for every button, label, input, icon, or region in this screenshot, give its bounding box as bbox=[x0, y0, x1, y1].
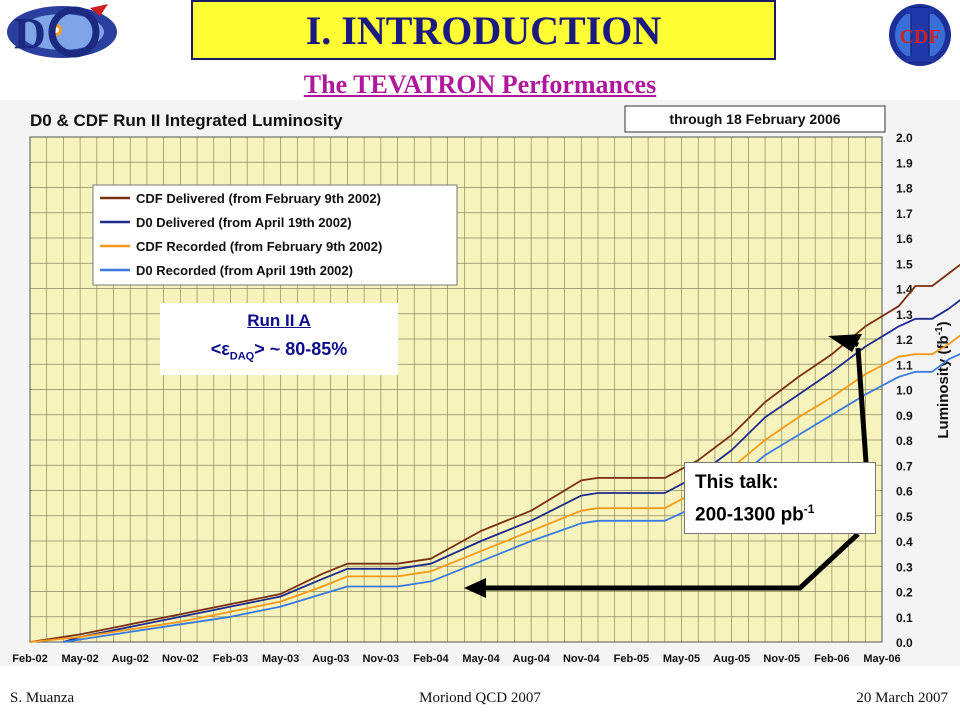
y-tick-label: 1.2 bbox=[896, 333, 913, 347]
x-tick-label: May-03 bbox=[262, 653, 299, 665]
x-tick-label: Nov-04 bbox=[563, 653, 601, 665]
y-tick-label: 1.3 bbox=[896, 308, 913, 322]
y-axis-ticks: 0.0 0.1 0.2 0.3 0.4 0.5 0.6 0.7 0.8 0.9 1.0 1.1 1.2 1… bbox=[896, 131, 913, 650]
run-iia-title: Run II A bbox=[247, 311, 311, 330]
run-iia-annotation: Run II A <εDAQ> ~ 80-85% bbox=[160, 303, 398, 375]
y-tick-label: 0.4 bbox=[896, 535, 913, 549]
x-tick-label: Feb-05 bbox=[614, 653, 649, 665]
chart-title: D0 & CDF Run II Integrated Luminosity bbox=[30, 111, 343, 130]
y-tick-label: 2.0 bbox=[896, 131, 913, 145]
y-tick-label: 1.7 bbox=[896, 207, 913, 221]
legend-entry: D0 Recorded (from April 19th 2002) bbox=[136, 263, 353, 278]
x-axis-ticks: Feb-02 May-02 Aug-02 Nov-02 Feb-03 May-03 Aug-… bbox=[12, 653, 900, 665]
series-line-1 bbox=[29, 263, 960, 643]
y-tick-label: 0.8 bbox=[896, 434, 913, 448]
slide-subtitle: The TEVATRON Performances bbox=[303, 70, 657, 99]
this-talk-label: This talk: bbox=[695, 472, 779, 493]
eff-rest: > ~ 80-85% bbox=[254, 339, 348, 359]
this-talk-value: 200-1300 pb-1 bbox=[695, 496, 865, 528]
y-tick-label: 0.2 bbox=[896, 586, 913, 600]
arrow-head-left bbox=[464, 578, 486, 598]
x-tick-label: May-06 bbox=[863, 653, 900, 665]
x-tick-label: May-04 bbox=[462, 653, 500, 665]
arrow-to-curve-start bbox=[480, 532, 860, 591]
cdf-logo-text: CDF bbox=[899, 26, 940, 48]
series-line-3 bbox=[29, 334, 960, 643]
this-talk-unit-sup: -1 bbox=[803, 502, 815, 516]
footer-date: 20 March 2007 bbox=[856, 690, 948, 706]
x-tick-label: Feb-02 bbox=[12, 653, 47, 665]
x-tick-label: Aug-05 bbox=[713, 653, 750, 665]
y-tick-label: 0.1 bbox=[896, 611, 913, 625]
y-tick-label: 1.0 bbox=[896, 384, 913, 398]
y-tick-label: 1.1 bbox=[896, 358, 913, 372]
x-tick-label: May-02 bbox=[61, 653, 98, 665]
date-note-box bbox=[624, 105, 886, 133]
footer-author: S. Muanza bbox=[10, 690, 75, 706]
cdf-logo: CDF bbox=[889, 4, 951, 66]
legend-entry: D0 Delivered (from April 19th 2002) bbox=[136, 215, 352, 230]
legend: CDF Delivered (from February 9th 2002) D0… bbox=[100, 191, 382, 278]
eff-symbol: ε bbox=[221, 339, 230, 359]
y-tick-label: 1.9 bbox=[896, 156, 913, 170]
legend-entry: CDF Recorded (from February 9th 2002) bbox=[136, 239, 382, 254]
this-talk-annotation: This talk: 200-1300 pb-1 bbox=[684, 462, 876, 534]
x-tick-label: Aug-02 bbox=[112, 653, 149, 665]
y-tick-label: 0.5 bbox=[896, 510, 913, 524]
daq-efficiency: <εDAQ> ~ 80-85% bbox=[160, 339, 398, 363]
y-tick-label: 0.9 bbox=[896, 409, 913, 423]
eff-sub: DAQ bbox=[229, 350, 255, 363]
d0-logo: D bbox=[7, 4, 117, 58]
x-tick-label: Feb-06 bbox=[814, 653, 849, 665]
y-tick-label: 1.5 bbox=[896, 257, 913, 271]
legend-entry: CDF Delivered (from February 9th 2002) bbox=[136, 191, 381, 206]
y-axis-label-close: ) bbox=[935, 321, 952, 326]
x-tick-label: Nov-02 bbox=[162, 653, 199, 665]
y-tick-label: 0.0 bbox=[896, 636, 913, 650]
y-tick-label: 0.3 bbox=[896, 560, 913, 574]
y-tick-label: 1.8 bbox=[896, 182, 913, 196]
x-tick-label: Aug-03 bbox=[312, 653, 349, 665]
y-axis-label: Luminosity (fb-1) bbox=[934, 321, 952, 438]
series-lines bbox=[29, 263, 960, 643]
x-tick-label: Feb-04 bbox=[413, 653, 449, 665]
legend-box bbox=[92, 184, 458, 286]
x-tick-label: Nov-05 bbox=[763, 653, 800, 665]
this-talk-range: 200-1300 pb bbox=[695, 504, 804, 526]
x-tick-label: Nov-03 bbox=[362, 653, 399, 665]
y-axis-label-main: Luminosity (fb bbox=[935, 335, 952, 438]
y-tick-label: 0.6 bbox=[896, 485, 913, 499]
y-tick-label: 1.4 bbox=[896, 283, 913, 297]
y-axis-label-sup: -1 bbox=[934, 326, 945, 335]
date-note: through 18 February 2006 bbox=[669, 111, 840, 127]
y-tick-label: 0.7 bbox=[896, 459, 913, 473]
footer-event: Moriond QCD 2007 bbox=[419, 690, 541, 706]
series-line-4 bbox=[63, 353, 960, 643]
luminosity-chart: D0 & CDF Run II Integrated Luminosity th… bbox=[0, 100, 960, 666]
x-tick-label: May-05 bbox=[663, 653, 700, 665]
y-tick-label: 1.6 bbox=[896, 232, 913, 246]
plot-frame bbox=[29, 136, 883, 643]
eff-lt: < bbox=[210, 339, 222, 359]
arrow-head-up bbox=[828, 334, 862, 352]
slide-title-box: I. INTRODUCTION bbox=[191, 0, 776, 60]
x-tick-label: Aug-04 bbox=[513, 653, 551, 665]
x-tick-label: Feb-03 bbox=[213, 653, 248, 665]
slide-title: I. INTRODUCTION bbox=[305, 7, 662, 53]
svg-text:D: D bbox=[14, 9, 46, 58]
series-line-2 bbox=[63, 299, 960, 643]
